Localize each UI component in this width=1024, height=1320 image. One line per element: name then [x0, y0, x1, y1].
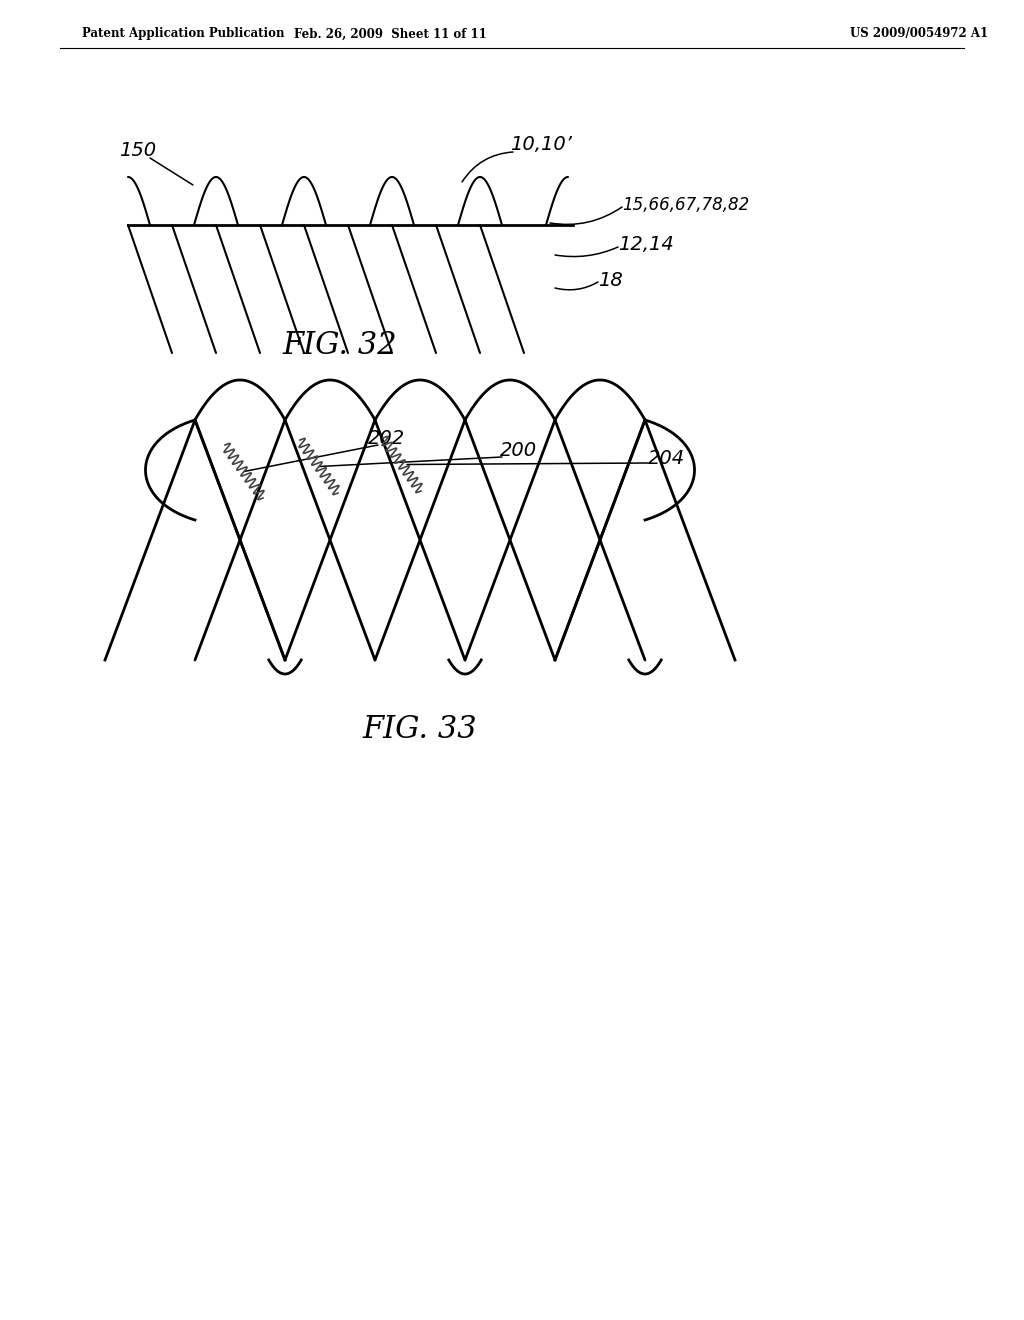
Text: 150: 150	[120, 140, 157, 160]
Text: 200: 200	[500, 441, 538, 459]
Text: 12,14: 12,14	[618, 235, 674, 255]
Text: Feb. 26, 2009  Sheet 11 of 11: Feb. 26, 2009 Sheet 11 of 11	[294, 28, 486, 41]
Text: 18: 18	[598, 271, 623, 289]
Text: 10,10’: 10,10’	[510, 136, 572, 154]
Text: 202: 202	[368, 429, 406, 447]
Text: US 2009/0054972 A1: US 2009/0054972 A1	[850, 28, 988, 41]
Text: 15,66,67,78,82: 15,66,67,78,82	[622, 195, 750, 214]
Text: FIG. 33: FIG. 33	[362, 714, 477, 746]
Text: 204: 204	[648, 449, 685, 467]
Text: Patent Application Publication: Patent Application Publication	[82, 28, 285, 41]
Text: FIG. 32: FIG. 32	[283, 330, 397, 360]
